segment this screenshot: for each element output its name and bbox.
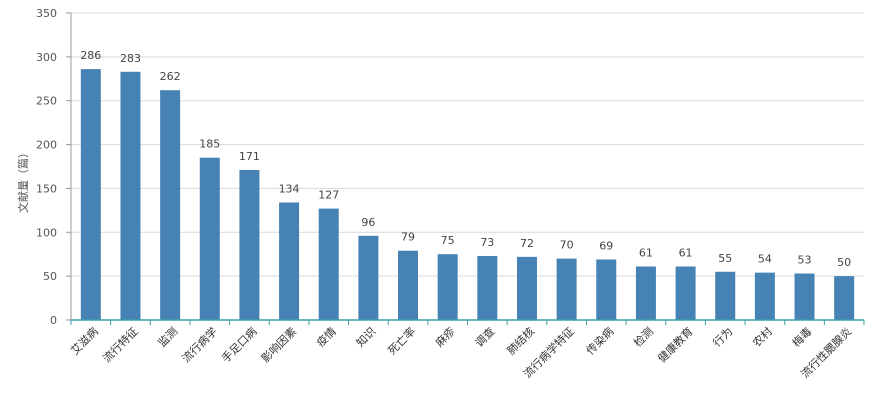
bar-value-label: 72: [520, 237, 534, 250]
x-category-label: 疫情: [313, 324, 338, 349]
bar-value-label: 127: [318, 189, 339, 202]
bar-value-label: 54: [758, 253, 772, 266]
bar: [437, 254, 458, 320]
bar: [120, 71, 141, 320]
bar: [80, 69, 101, 320]
x-category-label: 影响因素: [259, 325, 299, 365]
bar: [834, 276, 855, 320]
bar: [477, 255, 498, 320]
bar: [596, 259, 617, 320]
bar: [318, 208, 339, 320]
x-category-label: 农村: [750, 324, 775, 349]
bar-value-label: 50: [837, 256, 851, 269]
x-category-label: 健康教育: [655, 324, 696, 365]
x-category-label: 调查: [472, 324, 497, 349]
bar: [279, 202, 300, 320]
bar: [556, 258, 577, 320]
bar: [160, 90, 181, 320]
bar-value-label: 75: [441, 234, 455, 247]
x-category-label: 手足口病: [219, 324, 260, 365]
y-axis-title: 文献量（篇）: [16, 147, 30, 213]
y-tick-label: 250: [36, 95, 57, 108]
x-category-label: 麻疹: [432, 324, 457, 349]
x-category-label: 检测: [631, 324, 656, 349]
bar: [754, 272, 775, 320]
bar-value-label: 134: [279, 182, 300, 195]
bar-value-label: 55: [718, 252, 732, 265]
y-tick-label: 200: [36, 139, 57, 152]
y-tick-label: 150: [36, 182, 57, 195]
x-category-label: 行为: [711, 325, 736, 350]
x-category-label: 梅毒: [789, 324, 814, 349]
x-category-label: 传染病: [583, 324, 616, 357]
bar-value-label: 185: [199, 138, 220, 151]
bar-value-label: 61: [679, 246, 693, 259]
x-category-label: 监测: [155, 325, 180, 350]
grid-lines: [71, 12, 864, 277]
bar-value-label: 61: [639, 246, 653, 259]
x-category-label: 肺结核: [504, 324, 537, 357]
x-category-label: 流行病学: [179, 324, 220, 365]
bar: [635, 266, 656, 320]
bar: [715, 271, 736, 320]
bar-value-label: 171: [239, 150, 260, 163]
bar-value-label: 283: [120, 52, 141, 65]
bar: [358, 235, 379, 320]
bar: [516, 256, 537, 320]
bar: [199, 157, 220, 320]
bar: [675, 266, 696, 320]
y-tick-label: 0: [50, 314, 57, 327]
bar-value-label: 53: [798, 254, 812, 267]
x-category-label: 知识: [353, 324, 378, 349]
bar-value-label: 79: [401, 231, 415, 244]
bars: 286 283 262 185 171 134 127 96 79 75 73 72 70 69 61 61 5…: [80, 49, 855, 320]
x-category-label: 死亡率: [385, 324, 418, 357]
bar-value-label: 73: [480, 236, 494, 249]
y-tick-label: 100: [36, 226, 57, 239]
bar: [398, 250, 419, 320]
bar-value-label: 96: [361, 216, 375, 229]
bar: [239, 170, 260, 320]
y-tick-label: 350: [36, 7, 57, 20]
y-tick-label: 300: [36, 51, 57, 64]
bar: [794, 273, 815, 320]
x-category-label: 艾滋病: [68, 324, 101, 357]
bar-value-label: 69: [599, 239, 613, 252]
y-tick-label: 50: [43, 270, 57, 283]
bar-value-label: 70: [560, 239, 574, 252]
bar-value-label: 262: [160, 70, 181, 83]
x-category-label: 流行特征: [100, 324, 141, 365]
bar-value-label: 286: [80, 49, 101, 62]
